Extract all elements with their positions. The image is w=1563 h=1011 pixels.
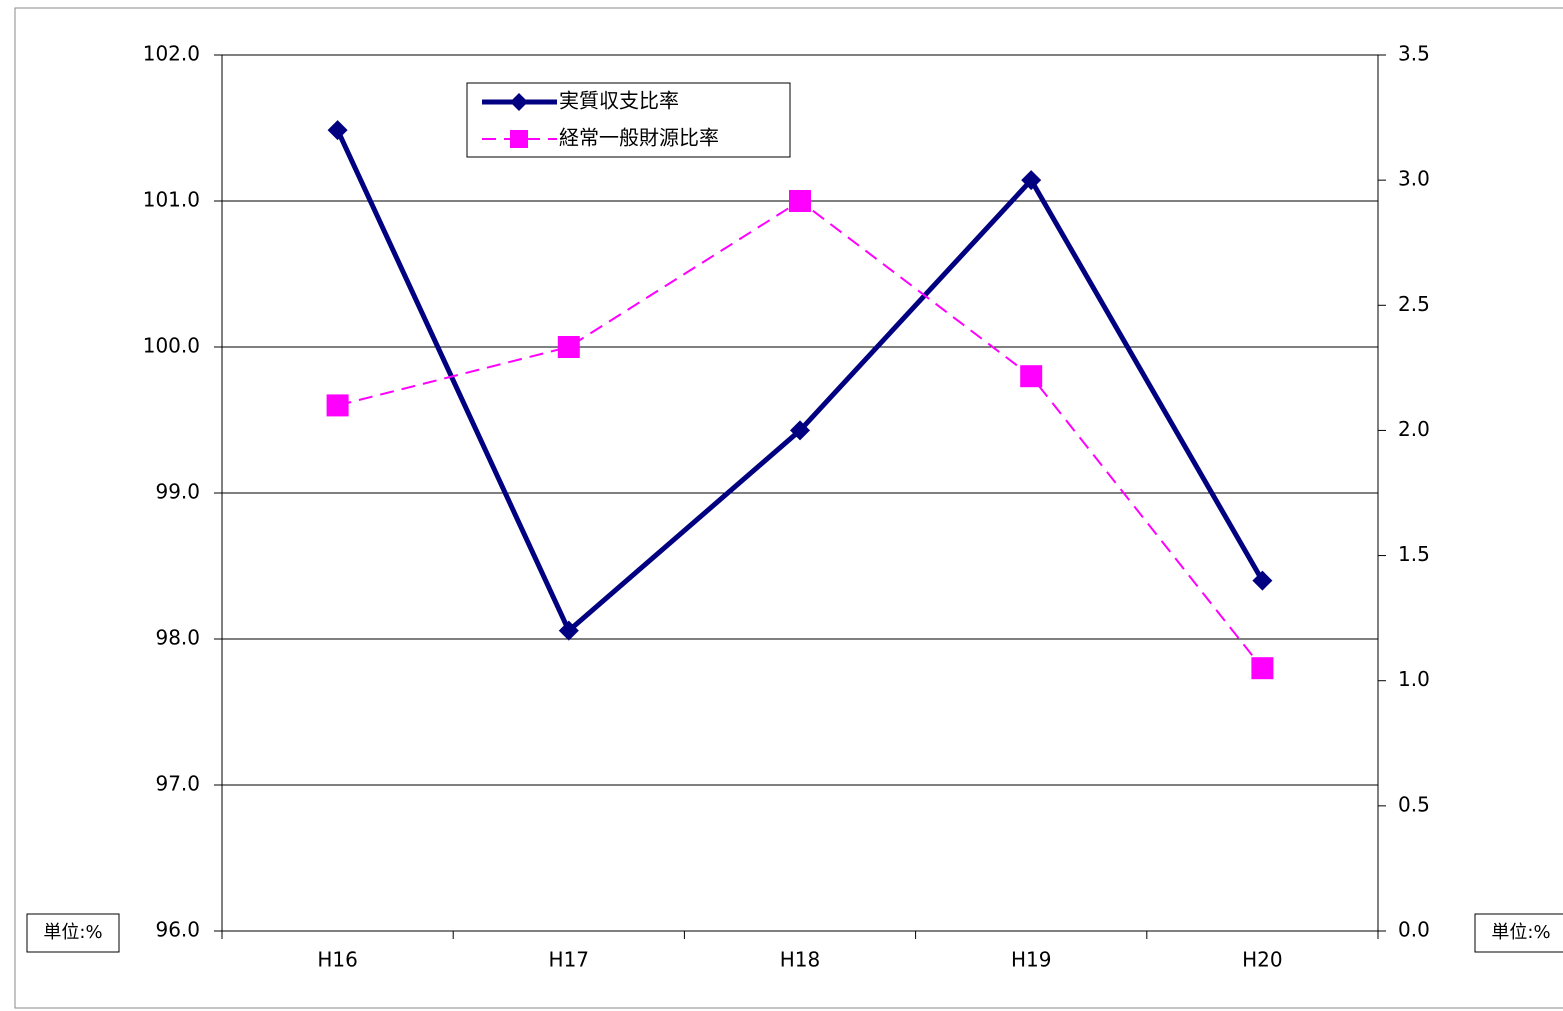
point	[326, 394, 349, 417]
point	[1020, 365, 1043, 388]
y-tick-label: 102.0	[143, 42, 200, 66]
y2-tick-label: 0.5	[1398, 792, 1430, 816]
unit-box	[26, 913, 120, 953]
unit-label: 単位:%	[1491, 922, 1550, 943]
x-tick-label: H19	[1011, 948, 1052, 972]
y2-tick-label: 3.5	[1398, 42, 1430, 66]
y2-tick-label: 0.0	[1398, 918, 1430, 942]
x-tick-label: H20	[1242, 948, 1283, 972]
point	[790, 420, 810, 441]
chart-frame	[14, 7, 1563, 1009]
y-tick-label: 97.0	[155, 772, 200, 796]
y-tick-label: 100.0	[143, 334, 200, 358]
y2-tick-label: 1.5	[1398, 542, 1430, 566]
y2-tick-label: 2.0	[1398, 417, 1430, 441]
y-tick-label: 98.0	[155, 626, 200, 650]
unit-box	[1474, 913, 1563, 953]
x-tick-label: H17	[549, 948, 590, 972]
y2-tick-label: 2.5	[1398, 292, 1430, 316]
legend-label: 実質収支比率	[559, 89, 679, 113]
y-tick-label: 99.0	[155, 480, 200, 504]
point	[1021, 170, 1042, 191]
point	[789, 190, 811, 212]
x-tick-label: H18	[780, 948, 821, 972]
legend-label: 経常一般財源比率	[559, 126, 719, 150]
y-tick-label: 101.0	[143, 188, 200, 212]
legend-marker	[510, 130, 528, 148]
point	[557, 336, 580, 358]
point	[327, 120, 348, 141]
y2-tick-label: 1.0	[1398, 667, 1430, 691]
y-tick-label: 96.0	[155, 918, 200, 942]
point	[1252, 570, 1273, 591]
unit-label: 単位:%	[43, 922, 102, 943]
point	[558, 620, 579, 641]
x-tick-label: H16	[317, 948, 358, 972]
point	[1251, 657, 1274, 680]
y2-tick-label: 3.0	[1398, 167, 1430, 191]
legend-marker	[510, 93, 528, 111]
